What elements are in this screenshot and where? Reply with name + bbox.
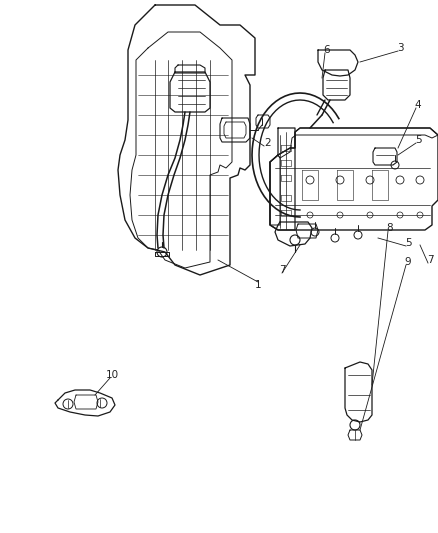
Text: 4: 4 [415,100,421,110]
Text: 5: 5 [415,135,421,145]
Text: 9: 9 [405,257,411,267]
Text: 2: 2 [265,138,271,148]
Text: 6: 6 [324,45,330,55]
Text: 3: 3 [397,43,403,53]
Text: 7: 7 [427,255,433,265]
Text: 8: 8 [387,223,393,233]
Text: 1: 1 [254,280,261,290]
Text: 7: 7 [279,265,285,275]
Text: 10: 10 [106,370,119,380]
Text: 5: 5 [405,238,411,248]
